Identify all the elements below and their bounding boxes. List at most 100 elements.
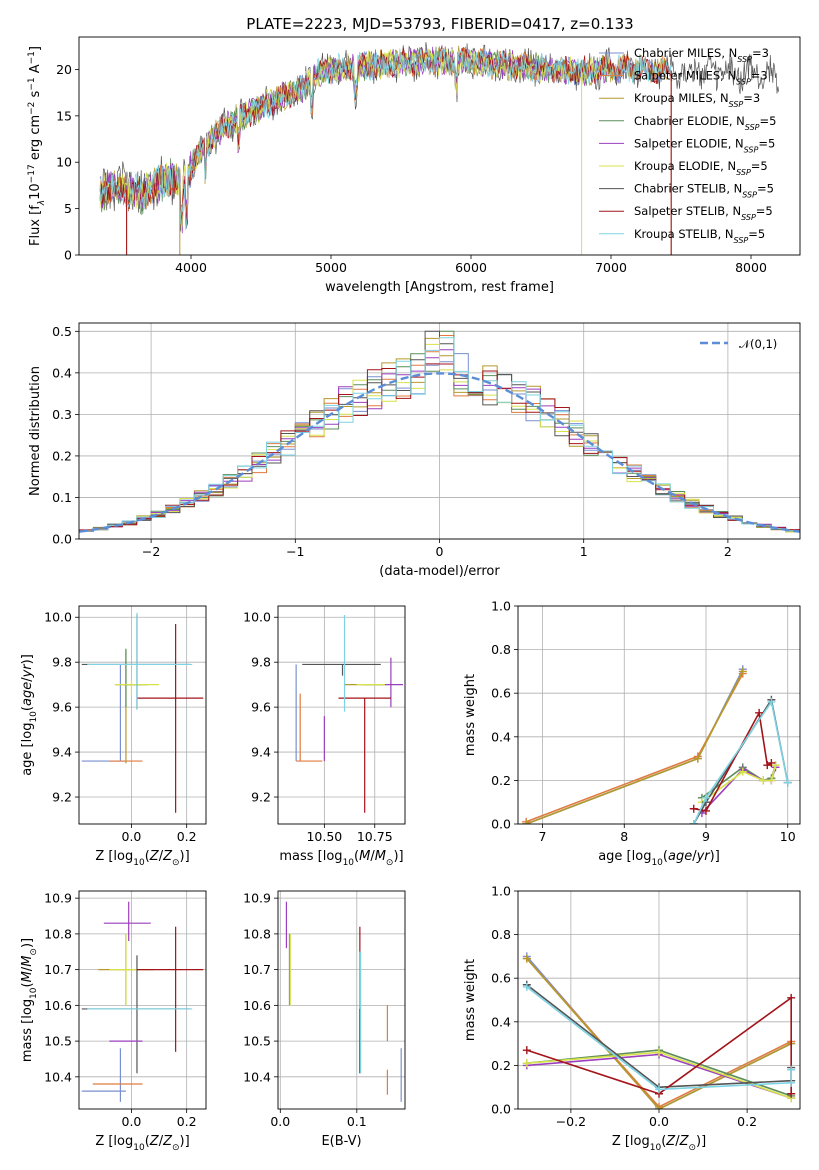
x-tick-label: 1 [580, 544, 588, 559]
panel-residuals: −2 −1 0 1 2 0.0 0.1 0.2 0.3 0.4 0.5 (data-model)/er… [28, 322, 801, 579]
mass-weight-marker [522, 954, 531, 963]
x-tick-label: 0.0 [122, 1114, 142, 1129]
histogram-series [79, 337, 800, 532]
legend-entry: Kroupa MILES, NSSP=3 [634, 91, 760, 109]
y-tick-label: 0.8 [491, 642, 511, 657]
mass-weight-marker [755, 708, 764, 717]
mass-weight-marker [771, 761, 780, 770]
y-tick-label: 0.4 [491, 729, 511, 744]
spectrum-line [99, 48, 673, 231]
mass-weight-marker [689, 820, 698, 824]
y-tick-label: 10 [56, 155, 72, 170]
mass-weight-marker [759, 776, 768, 785]
errorbar-point [103, 901, 151, 942]
y-tick-label: 10.0 [44, 610, 72, 625]
axes-frame [277, 605, 406, 825]
mass-weight-marker [787, 1089, 796, 1098]
x-axis-label: Z [log10(Z/Z⊙)] [612, 1134, 706, 1153]
axes-frame [277, 890, 406, 1110]
y-tick-label: 10.4 [44, 1069, 72, 1084]
y-tick-label: 10.9 [44, 891, 72, 906]
mass-weight-marker [787, 993, 796, 1002]
plot-area [99, 42, 780, 255]
y-axis-label: mass weight [463, 959, 478, 1041]
y-tick-label: 9.2 [251, 790, 271, 805]
legend-entry: Chabrier ELODIE, NSSP=5 [634, 114, 776, 132]
x-tick-label: 7 [539, 829, 547, 844]
y-tick-label: 0.6 [491, 686, 511, 701]
mass-weight-line [525, 668, 744, 824]
plot-area [295, 614, 403, 813]
y-tick-label: 1.0 [491, 884, 511, 899]
errorbar-point [338, 697, 391, 813]
legend-entry: Chabrier MILES, NSSP=3 [634, 46, 769, 64]
y-tick-label: 0.2 [491, 1058, 511, 1073]
mass-weight-marker [702, 793, 710, 802]
mass-weight-line [692, 699, 789, 824]
y-tick-label: 0.2 [52, 448, 72, 463]
x-axis-label: Z [log10(Z/Z⊙)] [95, 1134, 189, 1153]
y-tick-label: 10.4 [243, 1069, 271, 1084]
y-tick-label: 10.7 [243, 962, 271, 977]
y-tick-label: 10.8 [44, 926, 72, 941]
y-tick-label: 10.6 [243, 998, 271, 1013]
mass-weight-marker [767, 758, 776, 767]
mass-weight-line [526, 986, 792, 1091]
panel-mass-vs-Z: 0.0 0.2 10.4 10.5 10.6 10.7 10.8 10.9 Z [log10(Z… [20, 890, 207, 1153]
x-tick-label: 0.0 [122, 829, 142, 844]
y-axis-label: age [log10(age/yr)] [20, 654, 39, 776]
x-tick-label: 0.0 [649, 1114, 669, 1129]
plot-area [79, 330, 800, 533]
x-tick-label: 0.1 [347, 1114, 367, 1129]
legend-entry: Chabrier STELIB, NSSP=5 [634, 182, 774, 200]
x-tick-label: −0.2 [556, 1114, 586, 1129]
mass-weight-line [526, 996, 792, 1095]
mass-weight-marker [787, 1078, 796, 1087]
y-tick-label: 10.8 [243, 926, 271, 941]
y-tick-label: 20 [56, 62, 72, 77]
x-tick-label: 0.2 [737, 1114, 757, 1129]
x-tick-label: 10 [780, 829, 796, 844]
y-tick-label: 9.4 [251, 745, 271, 760]
x-tick-label: 8000 [735, 260, 767, 275]
mass-weight-marker [655, 1085, 663, 1094]
mass-weight-line [525, 671, 744, 824]
y-tick-label: 10.6 [44, 998, 72, 1013]
y-tick-label: 0.2 [491, 773, 511, 788]
mass-weight-marker [738, 767, 747, 776]
mass-weight-line [701, 764, 777, 799]
y-tick-label: 9.8 [52, 655, 72, 670]
x-axis-label: (data-model)/error [379, 564, 500, 579]
axes-frame [517, 605, 801, 825]
mass-weight-marker [702, 806, 710, 815]
panel-age-vs-mass: 10.50 10.75 9.2 9.4 9.6 9.8 10.0 mass [log10(M/… [243, 605, 406, 868]
mass-weight-marker [767, 697, 776, 706]
mass-weight-marker [787, 1065, 796, 1074]
y-tick-label: 9.8 [251, 655, 271, 670]
mass-weight-line [693, 697, 789, 824]
mass-weight-marker [783, 778, 792, 787]
y-tick-label: 10.5 [243, 1034, 271, 1049]
axes-frame [78, 322, 801, 540]
y-tick-label: 9.6 [251, 700, 271, 715]
y-tick-label: 10.0 [243, 610, 271, 625]
mass-weight-line [525, 673, 744, 823]
y-axis-label: mass [log10(M/M⊙)] [20, 938, 39, 1062]
mass-weight-marker [738, 667, 747, 676]
legend-entry: 𝒩(0,1) [739, 337, 777, 351]
x-tick-label: 0.2 [177, 829, 197, 844]
y-tick-label: 5 [64, 201, 72, 216]
axes-frame [78, 890, 207, 1110]
x-tick-label: −2 [142, 544, 160, 559]
plot-area [522, 952, 796, 1109]
mass-weight-marker [522, 1059, 531, 1068]
mass-weight-marker [522, 1046, 531, 1055]
y-tick-label: 0 [64, 248, 72, 263]
y-tick-label: 10.7 [44, 962, 72, 977]
normal-curve [79, 372, 800, 533]
legend-entry: Kroupa STELIB, NSSP=5 [634, 227, 765, 245]
x-tick-label: 0.0 [270, 1114, 290, 1129]
x-axis-label: Z [log10(Z/Z⊙)] [95, 849, 189, 868]
x-tick-label: 4000 [175, 260, 207, 275]
